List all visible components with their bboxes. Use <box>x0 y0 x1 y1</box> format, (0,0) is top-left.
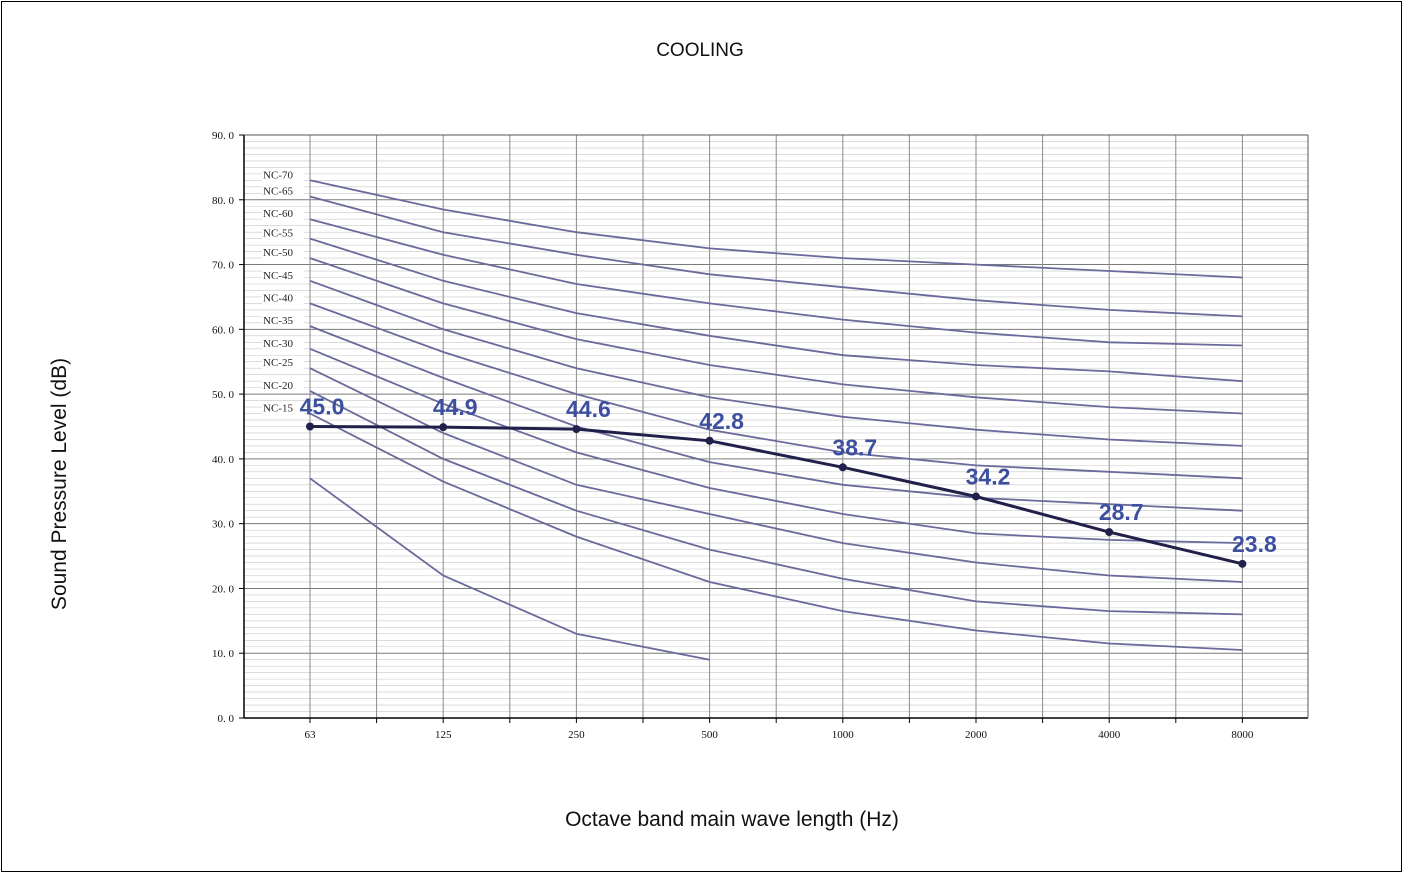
nc-curve <box>309 412 1243 651</box>
y-tick-label: 0. 0 <box>218 713 235 725</box>
axes <box>243 134 1309 719</box>
x-axis-label: Octave band main wave length (Hz) <box>565 808 899 831</box>
y-tick-label: 10. 0 <box>212 648 235 660</box>
data-label: 42.8 <box>699 408 744 434</box>
measured-point <box>572 425 581 434</box>
x-tick-label: 8000 <box>1231 729 1254 741</box>
nc-label-bg <box>262 291 304 305</box>
nc-curve <box>309 477 710 661</box>
y-tick-label: 20. 0 <box>212 583 235 595</box>
data-label: 38.7 <box>832 434 877 460</box>
measured-series: 45.0 44.9 44.6 42.8 38.7 34.2 28.7 23.8 <box>300 394 1277 568</box>
y-axis-label: Sound Pressure Level (dB) <box>48 358 71 610</box>
nc-label-bg <box>262 336 304 350</box>
nc-curve-label: NC-15 <box>263 403 293 415</box>
nc-curve <box>309 279 1243 447</box>
data-label: 34.2 <box>966 463 1011 489</box>
measured-point <box>838 463 847 472</box>
data-label: 44.9 <box>433 394 478 420</box>
measured-point <box>705 436 714 445</box>
data-label: 23.8 <box>1232 531 1277 557</box>
nc-curve-label: NC-70 <box>263 169 293 181</box>
nc-curve-label: NC-65 <box>263 186 293 198</box>
nc-curve <box>309 390 1243 616</box>
x-tick-label: 4000 <box>1098 729 1121 741</box>
x-tick-label: 63 <box>305 729 317 741</box>
nc-curve-label: NC-50 <box>263 247 293 259</box>
measured-line <box>309 425 1243 566</box>
measured-point <box>306 422 314 431</box>
nc-curve-label: NC-60 <box>263 208 293 220</box>
measured-point <box>1238 559 1247 568</box>
nc-curve-label: NC-20 <box>263 380 293 392</box>
x-tick-label: 2000 <box>965 729 988 741</box>
x-axis-ticks: 63 125 250 500 1000 2000 4000 8000 <box>305 718 1254 741</box>
measured-point <box>439 423 448 432</box>
x-tick-label: 1000 <box>832 729 855 741</box>
nc-curve-label: NC-25 <box>263 357 293 369</box>
nc-label-bg <box>262 401 304 415</box>
nc-curve-label: NC-30 <box>263 338 293 350</box>
x-tick-label: 250 <box>568 729 585 741</box>
nc-label-bg <box>262 378 304 392</box>
y-tick-label: 30. 0 <box>212 519 235 531</box>
nc-label-bg <box>262 207 304 221</box>
nc-curve <box>309 325 1243 512</box>
y-tick-label: 80. 0 <box>212 195 235 207</box>
x-tick-label: 125 <box>435 729 452 741</box>
nc-curve-label: NC-45 <box>263 270 293 282</box>
nc-curve <box>309 237 1243 383</box>
data-label: 44.6 <box>566 396 611 422</box>
nc-curve <box>309 257 1243 415</box>
y-tick-label: 60. 0 <box>212 324 235 336</box>
y-tick-label: 70. 0 <box>212 260 235 272</box>
nc-curve-label: NC-35 <box>263 315 293 327</box>
measured-point <box>972 492 980 501</box>
y-axis-ticks: 0. 0 10. 0 20. 0 30. 0 40. 0 50. 0 60. 0 70. 0 8… <box>212 130 244 725</box>
nc-curves: NC-70 NC-65 NC-60 NC-55 NC-50 NC-45 NC-40 NC-35… <box>262 168 1243 661</box>
nc-curve-label: NC-55 <box>263 228 293 240</box>
nc-curve <box>309 302 1243 480</box>
y-tick-label: 40. 0 <box>212 454 235 466</box>
nc-curve <box>309 347 1243 544</box>
nc-label-bg <box>262 314 304 328</box>
nc-curve <box>309 179 1243 279</box>
y-tick-label: 50. 0 <box>212 389 235 401</box>
nc-label-bg <box>262 356 304 370</box>
nc-label-bg <box>262 246 304 260</box>
y-tick-label: 90. 0 <box>212 130 235 142</box>
data-label: 45.0 <box>300 394 345 420</box>
nc-curve <box>309 367 1243 583</box>
nc-curve <box>309 195 1243 318</box>
nc-curve-label: NC-40 <box>263 292 293 304</box>
data-label: 28.7 <box>1099 499 1144 525</box>
measured-point <box>1105 528 1114 537</box>
chart-title: COOLING <box>656 40 744 61</box>
nc-label-bg <box>262 226 304 240</box>
nc-curve <box>309 218 1243 347</box>
nc-label-bg <box>262 168 304 182</box>
x-tick-label: 500 <box>701 729 718 741</box>
nc-label-bg <box>262 268 304 282</box>
nc-label-bg <box>262 184 304 198</box>
